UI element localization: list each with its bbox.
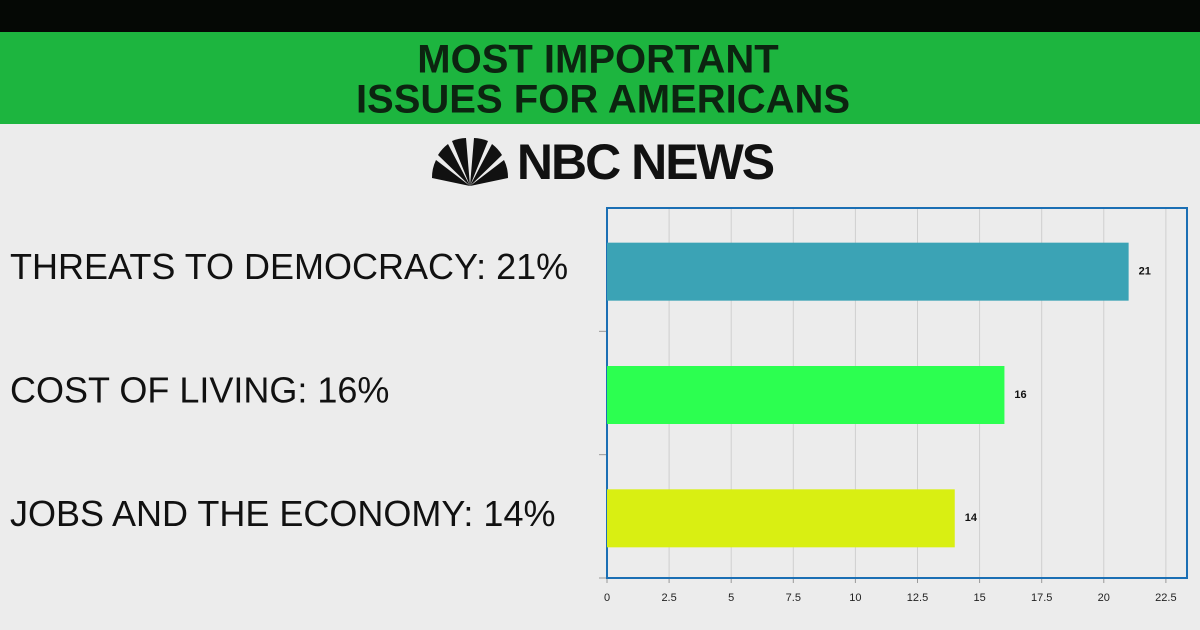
bar	[607, 242, 1129, 301]
category-label: JOBS AND THE ECONOMY: 14%	[10, 493, 555, 534]
category-label: COST OF LIVING: 16%	[10, 370, 389, 411]
x-tick-label: 15	[973, 592, 985, 604]
value-label: 14	[965, 512, 978, 524]
x-tick-label: 17.5	[1031, 592, 1052, 604]
chart-title: MOST IMPORTANT	[417, 38, 778, 82]
title-band	[0, 32, 1200, 124]
bar	[607, 489, 955, 548]
bar	[607, 366, 1005, 424]
x-tick-label: 22.5	[1155, 592, 1176, 604]
top-strip	[0, 0, 1200, 32]
value-label: 16	[1014, 389, 1026, 401]
value-label: 21	[1139, 266, 1151, 278]
category-label: THREATS TO DEMOCRACY: 21%	[10, 246, 568, 287]
peacock-logo	[431, 138, 509, 186]
chart-title: ISSUES FOR AMERICANS	[356, 78, 850, 122]
x-tick-label: 10	[849, 592, 861, 604]
x-tick-label: 2.5	[661, 592, 676, 604]
logo-text: NBC NEWS	[517, 134, 774, 190]
x-tick-label: 20	[1098, 592, 1110, 604]
x-tick-label: 12.5	[907, 592, 928, 604]
x-tick-label: 0	[604, 592, 610, 604]
x-tick-label: 7.5	[786, 592, 801, 604]
x-tick-label: 5	[728, 592, 734, 604]
